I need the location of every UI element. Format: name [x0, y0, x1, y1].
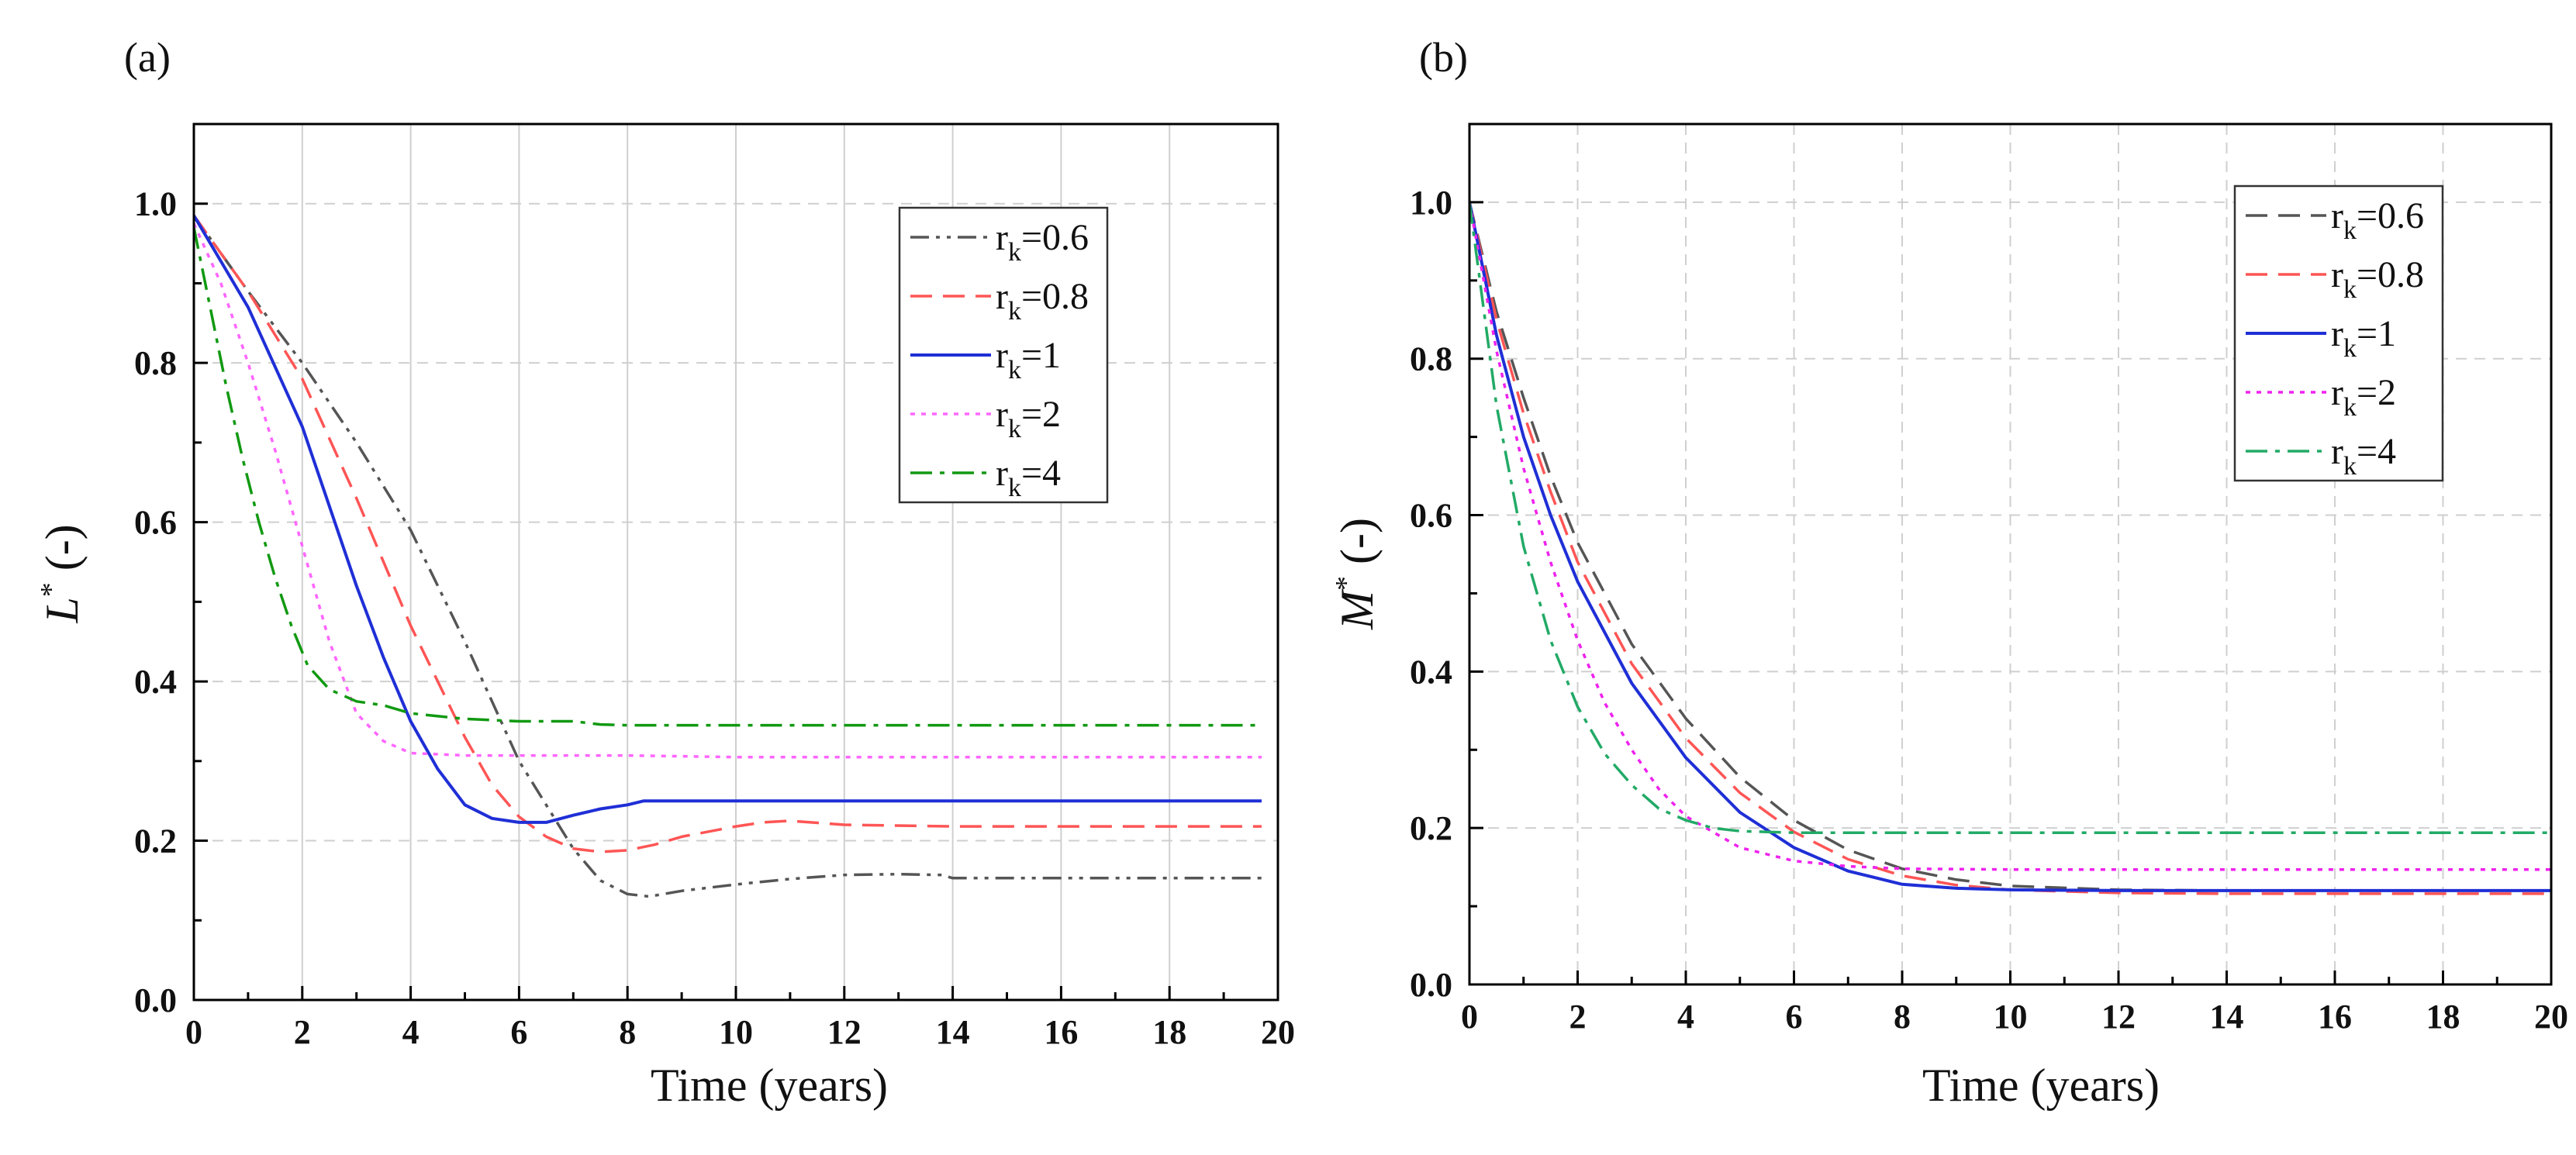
panel-b-x-tick-label: 14: [2210, 998, 2244, 1036]
panel-a-x-tick-label: 2: [294, 1013, 311, 1051]
panel-a-y-tick-label: 0.2: [134, 822, 177, 860]
panel-a-x-tick-label: 0: [185, 1013, 202, 1051]
panel-a-series-group: [194, 215, 1262, 898]
panel-b-legend-label-4: rk=2: [2331, 372, 2396, 422]
panel-a: (a) 0 2 4 6 8 10 12 14 16 18 20 0.0 0.2 0.4 0.6 0.8 1.0 r…: [35, 34, 1295, 1111]
panel-b-y-tick-label: 0.6: [1410, 497, 1452, 535]
panel-b-plot: 0 2 4 6 8 10 12 14 16 18 20 0.0 0.2 0.4 0.6 0.8 1.0 rk=0.…: [1410, 122, 2568, 1036]
panel-b-y-tick-label: 1.0: [1410, 184, 1452, 222]
panel-b-x-tick-label: 10: [1994, 998, 2028, 1036]
panel-a-y-tick-label: 0.0: [134, 981, 177, 1019]
panel-a-x-tick-label: 6: [510, 1013, 527, 1051]
panel-b-legend-label-1: rk=0.6: [2331, 195, 2424, 245]
panel-a-x-tick-label: 4: [402, 1013, 420, 1051]
panel-b-x-tick-label: 0: [1461, 998, 1478, 1036]
panel-a-label: (a): [124, 34, 171, 81]
panel-b-series-line-4: [1469, 202, 2551, 871]
panel-b-x-tick-label: 2: [1569, 998, 1587, 1036]
panel-a-series-line-2: [194, 215, 1262, 853]
panel-a-y-tick-label: 1.0: [134, 185, 177, 223]
panel-a-series-line-5: [194, 227, 1262, 727]
panel-a-x-axis-title: Time (years): [651, 1060, 888, 1111]
panel-b-series-group: [1469, 202, 2551, 895]
panel-a-x-tick-label: 16: [1044, 1013, 1078, 1051]
panel-a-y-tick-label: 0.4: [134, 663, 177, 701]
panel-a-y-axis-title: L* (-): [35, 524, 88, 623]
panel-b-y-tick-label: 0.0: [1410, 966, 1452, 1004]
panel-b-x-tick-label: 8: [1894, 998, 1911, 1036]
panel-b-series-line-5: [1469, 202, 2551, 834]
panel-b-legend-label-3: rk=1: [2331, 313, 2396, 363]
panel-b-y-tick-label: 0.2: [1410, 809, 1452, 847]
panel-b-y-tick-label: 0.8: [1410, 340, 1452, 378]
panel-a-x-tick-label: 20: [1261, 1013, 1295, 1051]
panel-b-legend-label-2: rk=0.8: [2331, 254, 2424, 304]
panel-a-y-tick-label: 0.8: [134, 344, 177, 382]
panel-b-x-tick-label: 20: [2534, 998, 2568, 1036]
panel-a-legend-label-2: rk=0.8: [996, 276, 1089, 326]
panel-b-x-tick-label: 4: [1677, 998, 1694, 1036]
panel-a-legend-label-5: rk=4: [996, 453, 1061, 502]
panel-b-label: (b): [1419, 34, 1468, 81]
panel-b-x-axis-title: Time (years): [1922, 1060, 2160, 1111]
panel-a-x-tick-label: 18: [1152, 1013, 1186, 1051]
panel-b-series-line-2: [1469, 202, 2551, 895]
panel-a-legend-label-4: rk=2: [996, 394, 1061, 443]
panel-a-plot: 0 2 4 6 8 10 12 14 16 18 20 0.0 0.2 0.4 0.6 0.8 1.0 rk=0.…: [134, 122, 1295, 1051]
panel-b: (b) 0 2 4 6 8 10 12 14 16 18 20 0.0 0.2 0.4 0.6 0.8 1.0 r…: [1330, 34, 2568, 1111]
panel-a-x-tick-label: 14: [936, 1013, 970, 1051]
panel-b-x-tick-label: 12: [2101, 998, 2136, 1036]
panel-a-series-line-4: [194, 222, 1262, 759]
panel-b-legend: rk=0.6 rk=0.8 rk=1 rk=2 rk=4: [2233, 184, 2444, 482]
panel-b-y-tick-label: 0.4: [1410, 653, 1452, 691]
panel-b-series-line-3: [1469, 202, 2551, 892]
panel-a-legend-label-1: rk=0.6: [996, 217, 1089, 267]
panel-a-y-tick-label: 0.6: [134, 504, 177, 542]
panel-b-x-tick-label: 18: [2426, 998, 2460, 1036]
panel-b-x-tick-label: 6: [1786, 998, 1803, 1036]
panel-b-y-axis-title: M* (-): [1330, 518, 1383, 630]
panel-a-x-tick-label: 8: [619, 1013, 636, 1051]
panel-b-legend-label-5: rk=4: [2331, 431, 2396, 481]
panel-b-x-tick-label: 16: [2318, 998, 2352, 1036]
panel-a-legend-label-3: rk=1: [996, 335, 1061, 384]
panel-a-series-line-3: [194, 215, 1262, 824]
panel-a-legend: rk=0.6 rk=0.8 rk=1 rk=2 rk=4: [898, 206, 1109, 504]
panel-a-x-tick-label: 12: [827, 1013, 862, 1051]
panel-a-x-tick-label: 10: [719, 1013, 753, 1051]
